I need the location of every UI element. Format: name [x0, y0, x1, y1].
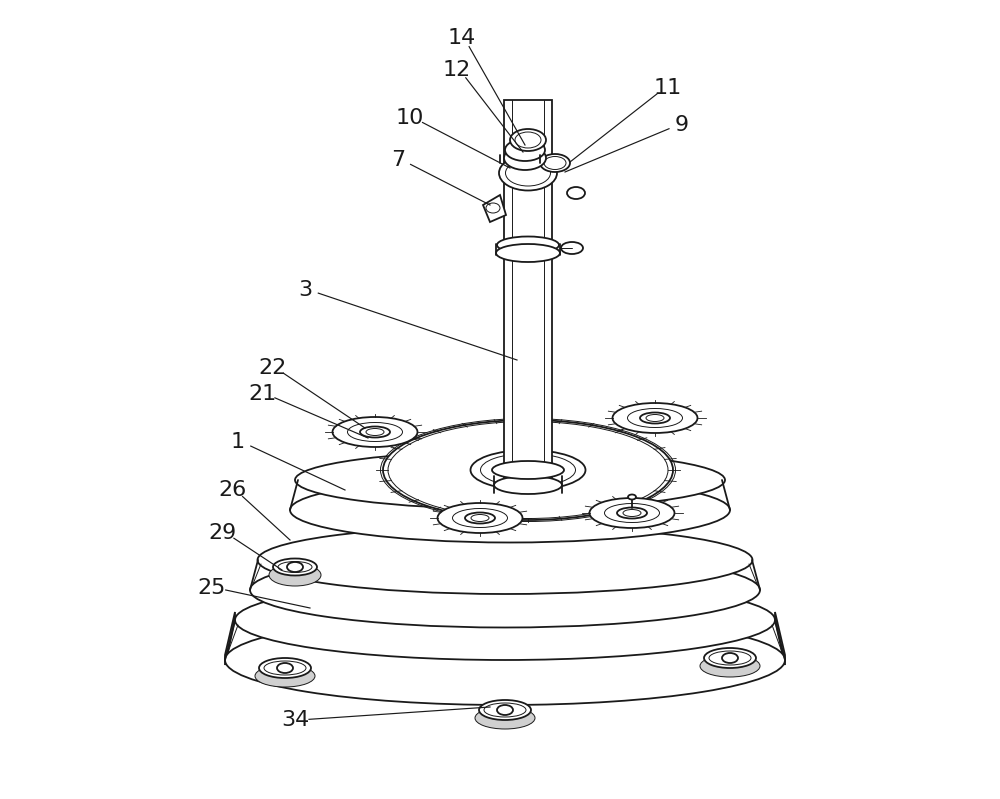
- Ellipse shape: [561, 242, 583, 254]
- Text: 12: 12: [443, 60, 471, 80]
- Text: 11: 11: [654, 78, 682, 98]
- Ellipse shape: [497, 237, 559, 253]
- Ellipse shape: [465, 512, 495, 523]
- Ellipse shape: [494, 476, 562, 494]
- Ellipse shape: [475, 707, 535, 729]
- Ellipse shape: [273, 559, 317, 575]
- Ellipse shape: [499, 156, 557, 190]
- Text: 14: 14: [448, 28, 476, 48]
- Text: 22: 22: [258, 358, 286, 378]
- Ellipse shape: [287, 562, 303, 572]
- Ellipse shape: [486, 203, 500, 213]
- Text: 10: 10: [396, 108, 424, 128]
- Text: 34: 34: [281, 710, 309, 730]
- Ellipse shape: [258, 526, 753, 594]
- Ellipse shape: [290, 478, 730, 543]
- Ellipse shape: [617, 507, 647, 519]
- Ellipse shape: [496, 244, 560, 262]
- Ellipse shape: [277, 663, 293, 673]
- Polygon shape: [483, 195, 506, 222]
- Ellipse shape: [438, 503, 522, 533]
- Ellipse shape: [628, 495, 636, 499]
- Ellipse shape: [360, 427, 390, 438]
- Ellipse shape: [225, 615, 785, 705]
- Ellipse shape: [471, 450, 586, 490]
- Ellipse shape: [269, 564, 321, 586]
- Ellipse shape: [505, 139, 545, 161]
- Ellipse shape: [510, 129, 546, 151]
- Text: 1: 1: [231, 432, 245, 452]
- Ellipse shape: [700, 655, 760, 677]
- Ellipse shape: [332, 417, 418, 447]
- Text: 25: 25: [198, 578, 226, 598]
- Ellipse shape: [479, 700, 531, 720]
- Polygon shape: [504, 100, 552, 482]
- Text: 26: 26: [218, 480, 246, 500]
- Ellipse shape: [255, 665, 315, 687]
- Ellipse shape: [722, 653, 738, 663]
- Text: 9: 9: [675, 115, 689, 135]
- Text: 3: 3: [298, 280, 312, 300]
- Ellipse shape: [567, 187, 585, 199]
- Ellipse shape: [640, 412, 670, 423]
- Ellipse shape: [612, 403, 698, 433]
- Ellipse shape: [704, 648, 756, 668]
- Ellipse shape: [504, 146, 546, 170]
- Ellipse shape: [497, 705, 513, 715]
- Ellipse shape: [540, 154, 570, 172]
- Text: 29: 29: [208, 523, 236, 543]
- Text: 7: 7: [391, 150, 405, 170]
- Ellipse shape: [235, 580, 775, 660]
- Polygon shape: [775, 612, 785, 665]
- Polygon shape: [225, 612, 235, 665]
- Ellipse shape: [259, 658, 311, 678]
- Ellipse shape: [295, 451, 725, 509]
- Ellipse shape: [383, 420, 673, 520]
- Ellipse shape: [590, 498, 674, 528]
- Ellipse shape: [492, 461, 564, 479]
- Text: 21: 21: [248, 384, 276, 404]
- Ellipse shape: [250, 552, 760, 627]
